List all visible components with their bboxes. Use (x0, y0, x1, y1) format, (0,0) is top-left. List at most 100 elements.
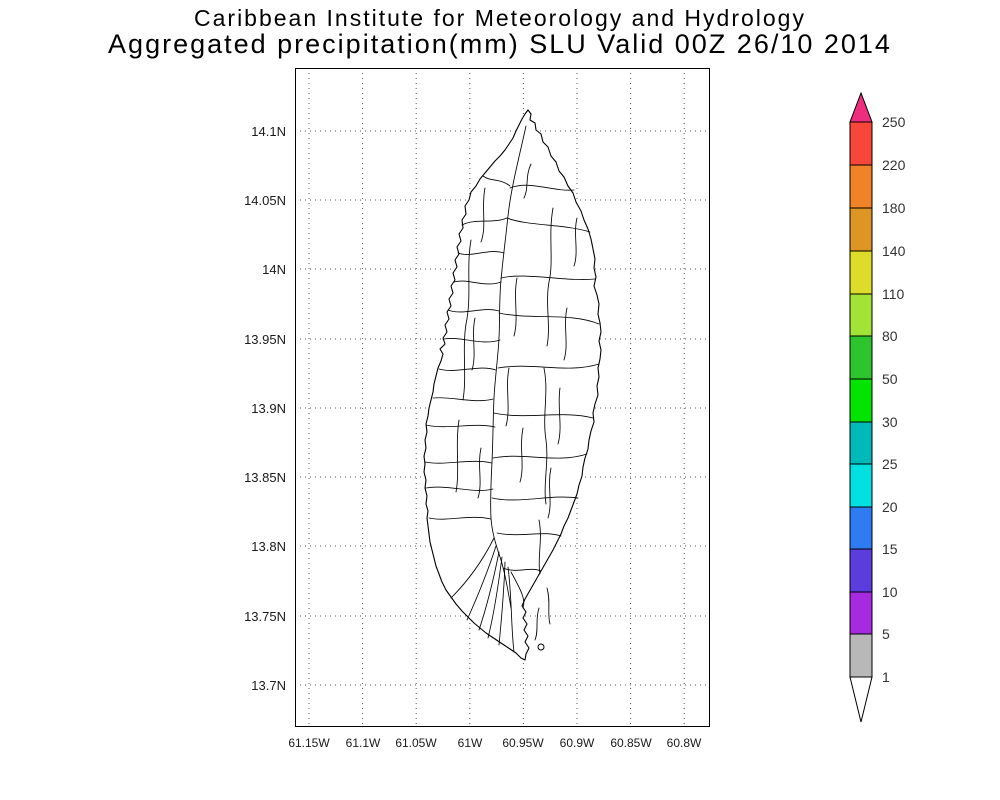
watershed-line (505, 367, 510, 427)
watershed-line (487, 556, 503, 639)
watershed-line (477, 447, 482, 499)
x-tick-label: 61.1W (345, 736, 381, 750)
watershed-line (457, 251, 505, 255)
watershed-line (497, 363, 600, 369)
y-tick-label: 14.1N (251, 124, 286, 139)
watershed-line (478, 551, 500, 631)
watershed-line (443, 338, 501, 343)
watershed-boundaries (424, 125, 600, 653)
colorbar-label: 140 (882, 243, 906, 259)
x-tick-label: 60.95W (502, 736, 544, 750)
watershed-line (510, 571, 525, 609)
x-tick-label: 61.05W (395, 736, 437, 750)
watershed-line (471, 317, 476, 371)
colorbar-segment (849, 463, 873, 508)
watershed-line (498, 561, 506, 646)
colorbar-segment (849, 506, 873, 550)
colorbar-segment (849, 207, 873, 252)
y-tick-label: 14N (262, 262, 286, 277)
watershed-line (519, 427, 524, 483)
watershed-line (546, 587, 551, 625)
colorbar-segment (849, 250, 873, 295)
watershed-line (543, 367, 548, 505)
colorbar-segment (849, 378, 873, 423)
colorbar: 250 220 180 140 110 80 50 30 25 20 15 10… (849, 92, 906, 723)
colorbar-segment (849, 293, 873, 337)
x-tick-label: 60.85W (610, 736, 652, 750)
colorbar-segment (849, 421, 873, 465)
watershed-line (492, 453, 588, 459)
watershed-line (563, 307, 568, 361)
colorbar-segment (849, 633, 873, 678)
colorbar-segment (849, 121, 873, 166)
colorbar-label: 50 (882, 371, 898, 387)
watershed-line (424, 460, 493, 464)
watershed-line (493, 412, 594, 419)
watershed-line (425, 486, 494, 491)
colorbar-segment (849, 164, 873, 209)
watershed-line (509, 184, 575, 191)
watershed-line (500, 275, 596, 280)
colorbar-label: 180 (882, 200, 906, 216)
colorbar-label: 80 (882, 328, 898, 344)
watershed-line (547, 467, 552, 519)
saint-lucia-island-outline (423, 109, 602, 661)
watershed-line (513, 277, 518, 337)
watershed-line (534, 607, 540, 641)
watershed-line (482, 175, 511, 187)
plot-frame (295, 68, 710, 727)
watershed-line (453, 280, 502, 285)
watershed-line (466, 545, 497, 621)
colorbar-label: 15 (882, 541, 898, 557)
page-title: Caribbean Institute for Meteorology and … (194, 5, 806, 31)
y-tick-label: 13.7N (251, 678, 286, 693)
colorbar-segment (849, 335, 873, 380)
watershed-line (450, 537, 495, 599)
watershed-line (557, 387, 561, 445)
x-tick-label: 61.15W (288, 736, 330, 750)
colorbar-label: 250 (882, 114, 906, 130)
colorbar-segment (849, 548, 873, 593)
watershed-line (502, 567, 542, 572)
y-tick-label: 13.8N (251, 539, 286, 554)
x-tick-label: 60.8W (666, 736, 702, 750)
y-tick-label: 14.05N (244, 193, 286, 208)
y-tick-label: 13.95N (244, 332, 286, 347)
watershed-line (538, 519, 541, 575)
watershed-line (506, 217, 591, 233)
map-plot-area (295, 68, 710, 727)
watershed-line (447, 309, 500, 313)
colorbar-bottom-arrow (849, 676, 873, 723)
watershed-line (496, 532, 562, 537)
colorbar-label: 110 (882, 286, 905, 302)
y-tick-label: 13.9N (251, 401, 286, 416)
watershed-line (546, 207, 554, 347)
watershed-line (462, 239, 472, 401)
offshore-islet (537, 643, 545, 651)
colorbar-label: 1 (882, 669, 890, 685)
watershed-line (438, 367, 497, 371)
colorbar-segment (849, 591, 873, 635)
y-tick-label: 13.75N (244, 609, 286, 624)
colorbar-label: 5 (882, 626, 890, 642)
watershed-line (490, 125, 527, 609)
colorbar-label: 25 (882, 456, 898, 472)
x-tick-label: 61W (457, 736, 483, 750)
colorbar-label: 20 (882, 499, 898, 515)
watershed-line (425, 424, 496, 428)
x-tick-label: 60.9W (559, 736, 595, 750)
watershed-line (428, 516, 492, 520)
watershed-line (480, 187, 486, 243)
plot-subtitle: Aggregated precipitation(mm) SLU Valid 0… (108, 29, 892, 59)
y-tick-label: 13.85N (244, 470, 286, 485)
watershed-line (491, 496, 579, 501)
colorbar-label: 10 (882, 584, 898, 600)
colorbar-label: 30 (882, 414, 898, 430)
watershed-line (498, 312, 600, 325)
colorbar-label: 220 (882, 157, 906, 173)
watershed-line (507, 566, 515, 653)
watershed-line (455, 419, 460, 493)
watershed-line (523, 163, 532, 199)
colorbar-top-arrow (849, 92, 873, 123)
